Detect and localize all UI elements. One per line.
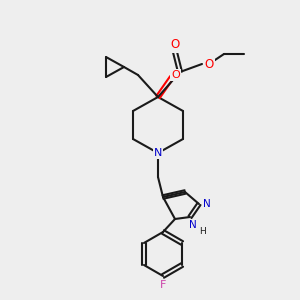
Text: N: N (203, 199, 211, 209)
Text: N: N (189, 220, 197, 230)
Text: H: H (199, 226, 206, 236)
Text: F: F (160, 280, 166, 290)
Text: O: O (170, 38, 180, 52)
Text: O: O (204, 58, 214, 70)
Text: O: O (172, 70, 180, 80)
Text: N: N (154, 148, 162, 158)
